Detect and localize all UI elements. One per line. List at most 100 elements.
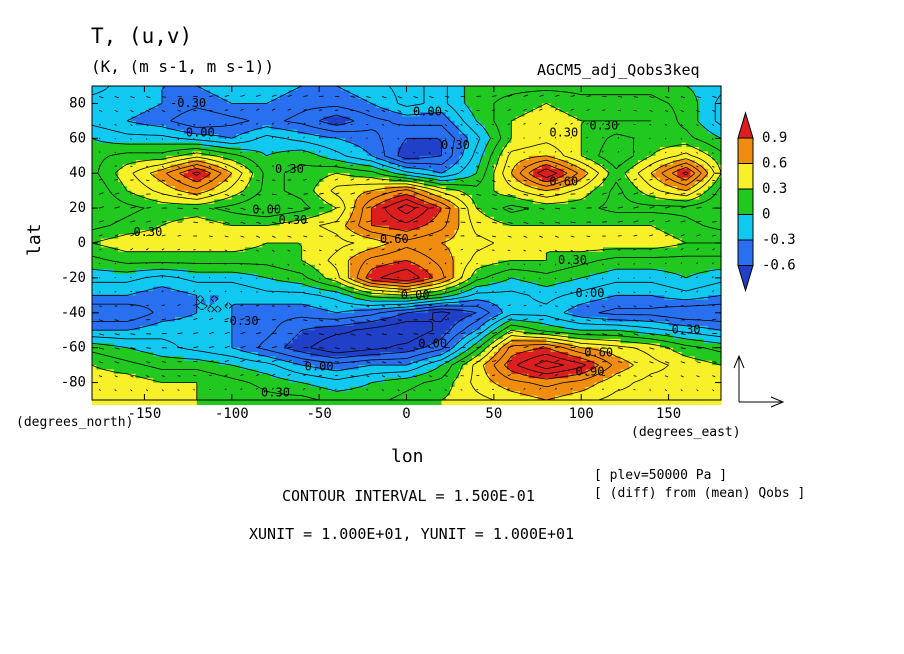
field-cell [367,120,373,126]
field-cell [371,168,377,174]
field-cell [122,229,128,235]
field-cell [92,107,97,113]
field-cell [681,208,687,214]
field-cell [153,125,159,131]
field-cell [310,99,316,105]
field-cell [568,120,574,126]
field-cell [502,151,508,157]
field-cell [629,90,635,96]
field-cell [651,94,657,100]
field-cell [345,120,351,126]
field-cell [603,186,609,192]
field-cell [463,129,469,135]
field-cell [354,125,360,131]
field-cell [528,208,534,214]
field-cell [437,234,443,240]
field-cell [253,142,259,148]
field-cell [415,147,421,153]
field-cell [389,147,394,153]
field-cell [415,160,421,166]
field-cell [314,168,320,174]
field-cell [332,168,338,174]
field-cell [533,147,539,153]
field-cell [188,173,194,179]
field-cell [703,142,709,148]
field-cell [598,190,604,196]
field-cell [402,186,408,192]
field-cell [445,133,451,139]
field-cell [201,90,207,96]
field-cell [96,160,102,166]
field-cell [179,173,185,179]
field-cell [122,221,128,227]
field-cell [546,125,552,131]
field-cell [327,142,333,148]
field-cell [445,164,451,170]
field-cell [485,90,491,96]
field-cell [659,225,665,231]
field-cell [568,107,574,113]
field-cell [384,234,390,240]
field-cell [223,116,229,122]
field-cell [205,86,211,91]
field-cell [279,181,285,187]
field-cell [437,203,443,209]
field-cell [358,190,364,196]
field-cell [524,99,530,105]
field-cell [502,107,508,113]
field-cell [319,90,325,96]
field-cell [563,212,569,218]
field-cell [419,151,425,157]
field-cell [594,151,600,157]
field-cell [537,199,543,205]
field-cell [358,234,364,240]
field-cell [131,103,137,109]
field-cell [253,234,259,240]
field-cell [642,160,648,166]
field-cell [113,142,119,148]
field-cell [266,195,272,200]
field-cell [262,221,268,227]
field-cell [699,203,705,209]
field-cell [231,107,237,113]
field-cell [476,177,482,183]
field-cell [694,229,700,235]
field-cell [105,208,111,214]
field-cell [480,221,486,227]
field-cell [533,212,539,218]
field-cell [581,208,587,214]
field-cell [598,212,604,218]
field-cell [611,112,617,118]
field-cell [546,225,552,231]
field-cell [699,181,705,187]
field-cell [633,116,639,122]
field-cell [699,112,705,118]
field-cell [105,107,111,113]
field-cell [550,225,556,231]
field-cell [126,173,132,179]
field-cell [354,90,360,96]
field-cell [292,133,298,139]
field-cell [92,160,97,166]
field-cell [703,164,709,170]
field-cell [607,168,613,174]
field-cell [423,221,429,227]
field-cell [397,203,403,209]
field-cell [92,138,97,144]
field-cell [541,155,547,161]
field-cell [672,99,678,105]
field-cell [594,181,600,187]
field-cell [161,164,167,170]
field-cell [105,234,111,240]
field-cell [572,195,578,200]
field-cell [546,90,552,96]
field-cell [161,155,167,161]
field-cell [672,190,678,196]
field-cell [393,199,399,205]
field-cell [358,133,364,139]
field-cell [638,138,643,144]
field-cell [166,164,172,170]
field-cell [690,86,696,91]
field-cell [140,186,146,192]
field-cell [406,164,412,170]
